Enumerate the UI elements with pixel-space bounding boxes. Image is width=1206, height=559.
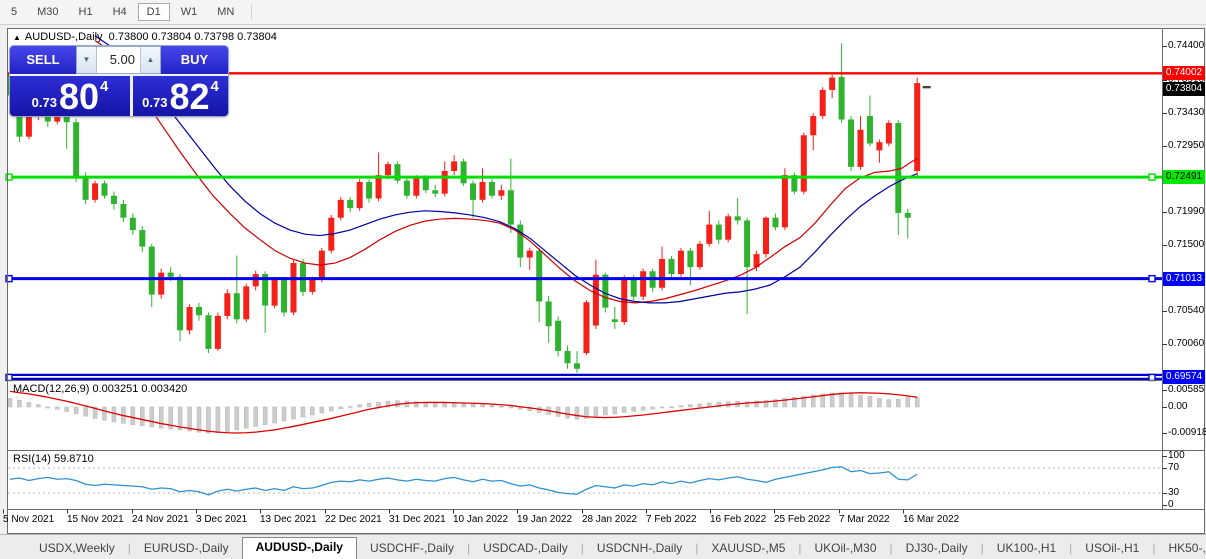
sell-price-prefix: 0.73 bbox=[31, 95, 57, 110]
date-tick-label: 10 Jan 2022 bbox=[453, 514, 509, 525]
date-tick-label: 31 Dec 2021 bbox=[389, 514, 446, 525]
symbol-tab-hk50-daily[interactable]: HK50-,Daily bbox=[1168, 541, 1206, 555]
date-tick-label: 5 Nov 2021 bbox=[3, 514, 55, 525]
timeframe-button-w1[interactable]: W1 bbox=[180, 6, 198, 18]
symbol-tab-usdchf-daily[interactable]: USDCHF-,Daily bbox=[369, 541, 454, 555]
date-tick-label: 16 Feb 2022 bbox=[710, 514, 767, 525]
symbol-tab-audusd-daily[interactable]: AUDUSD-,Daily bbox=[241, 537, 357, 559]
buy-price-prefix: 0.73 bbox=[142, 95, 168, 110]
chart-symbol-label: AUDUSD-,Daily bbox=[24, 31, 103, 43]
timeframe-button-5[interactable]: 5 bbox=[11, 6, 18, 18]
volume-input[interactable]: 5.00 bbox=[97, 47, 140, 73]
tab-separator: | bbox=[1069, 541, 1073, 555]
date-tick-label: 22 Dec 2021 bbox=[325, 514, 382, 525]
rsi-tick-label: 30 bbox=[1168, 487, 1180, 498]
rsi-value: 59.8710 bbox=[53, 453, 94, 465]
spinner-down-icon: ▼ bbox=[82, 55, 91, 64]
sell-button[interactable]: SELL bbox=[10, 46, 76, 74]
spinner-up-icon: ▲ bbox=[146, 55, 155, 64]
symbol-tab-usoil-h1[interactable]: USOil-,H1 bbox=[1085, 541, 1140, 555]
rsi-tick-label: 100 bbox=[1168, 450, 1185, 461]
tab-separator: | bbox=[1152, 541, 1156, 555]
timeframe-button-d1[interactable]: D1 bbox=[137, 3, 170, 21]
price-tick-label: 0.73430 bbox=[1168, 107, 1205, 118]
timeframe-button-h4[interactable]: H4 bbox=[112, 6, 127, 18]
timeframe-list: 5 M30 H1 H4 D1 W1 MN bbox=[0, 3, 243, 21]
tab-separator: | bbox=[889, 541, 893, 555]
tab-separator: | bbox=[127, 541, 131, 555]
macd-values: 0.003251 0.003420 bbox=[92, 383, 188, 395]
date-tick-label: 25 Feb 2022 bbox=[774, 514, 831, 525]
volume-increase-button[interactable]: ▲ bbox=[140, 47, 160, 73]
symbol-tabs: USDX,Weekly | EURUSD-,Daily AUDUSD-,Daily US… bbox=[26, 537, 1206, 559]
macd-tick-label: -0.00918 bbox=[1168, 427, 1206, 438]
tab-separator: | bbox=[695, 541, 699, 555]
rsi-tick-label: 0 bbox=[1168, 499, 1174, 510]
date-tick-label: 13 Dec 2021 bbox=[260, 514, 317, 525]
rsi-name: RSI(14) bbox=[13, 453, 51, 465]
price-tick-label: 0.70540 bbox=[1168, 305, 1205, 316]
symbol-tab-usdcnh-daily[interactable]: USDCNH-,Daily bbox=[596, 541, 683, 555]
date-tick-label: 24 Nov 2021 bbox=[132, 514, 189, 525]
macd-tick-label: 0.00 bbox=[1168, 401, 1188, 412]
symbol-tab-usdcad-daily[interactable]: USDCAD-,Daily bbox=[483, 541, 568, 555]
rsi-tick-label: 70 bbox=[1168, 462, 1180, 473]
sell-price-big: 80 bbox=[58, 76, 99, 117]
symbol-tab-bar: USDX,Weekly | EURUSD-,Daily AUDUSD-,Daily US… bbox=[0, 534, 1206, 559]
price-tick-label: 0.71500 bbox=[1168, 239, 1205, 250]
tab-separator: | bbox=[580, 541, 584, 555]
toolbar-divider bbox=[251, 4, 253, 20]
rsi-label: RSI(14) 59.8710 bbox=[13, 453, 94, 465]
price-level-chip: 0.72491 bbox=[1163, 170, 1205, 184]
buy-price-tile[interactable]: 0.73 82 4 bbox=[133, 76, 228, 116]
date-tick-label: 28 Jan 2022 bbox=[582, 514, 638, 525]
chart-title: ▲ AUDUSD-,Daily 0.73800 0.73804 0.73798 0… bbox=[13, 31, 277, 43]
buy-price-big: 82 bbox=[169, 76, 210, 117]
date-tick-label: 3 Dec 2021 bbox=[196, 514, 248, 525]
symbol-tab-eurusd-daily[interactable]: EURUSD-,Daily bbox=[143, 541, 229, 555]
timeframe-button-h1[interactable]: H1 bbox=[78, 6, 93, 18]
date-tick-label: 19 Jan 2022 bbox=[517, 514, 573, 525]
volume-spinner: ▼ 5.00 ▲ bbox=[76, 46, 161, 74]
macd-label: MACD(12,26,9) 0.003251 0.003420 bbox=[13, 383, 187, 395]
price-level-chip: 0.73804 bbox=[1163, 82, 1205, 96]
collapse-triangle-icon[interactable]: ▲ bbox=[13, 33, 21, 42]
date-tick-label: 7 Mar 2022 bbox=[839, 514, 890, 525]
buy-button[interactable]: BUY bbox=[161, 46, 228, 74]
timeframe-toolbar: 5 M30 H1 H4 D1 W1 MN bbox=[0, 0, 1206, 25]
timeframe-button-m30[interactable]: M30 bbox=[37, 6, 59, 18]
sell-price-tile[interactable]: 0.73 80 4 bbox=[10, 76, 133, 116]
price-tick-label: 0.71990 bbox=[1168, 206, 1205, 217]
symbol-tab-xauusd-m5[interactable]: XAUUSD-,M5 bbox=[711, 541, 786, 555]
timeframe-button-mn[interactable]: MN bbox=[217, 6, 235, 18]
one-click-trade-panel: SELL ▼ 5.00 ▲ BUY 0.73 80 4 0.73 82 4 bbox=[10, 46, 228, 116]
tab-separator: | bbox=[466, 541, 471, 555]
date-tick-label: 15 Nov 2021 bbox=[67, 514, 124, 525]
tab-separator: | bbox=[980, 541, 984, 555]
price-tick-label: 0.70060 bbox=[1168, 338, 1205, 349]
symbol-tab-dj30-daily[interactable]: DJ30-,Daily bbox=[905, 541, 968, 555]
symbol-tab-usdx-weekly[interactable]: USDX,Weekly bbox=[39, 541, 115, 555]
price-level-chip: 0.71013 bbox=[1163, 272, 1205, 286]
macd-tick-label: 0.00585 bbox=[1168, 384, 1205, 395]
price-tick-label: 0.74400 bbox=[1168, 40, 1205, 51]
buy-price-pip: 4 bbox=[210, 78, 219, 95]
price-level-chip: 0.69574 bbox=[1163, 370, 1205, 384]
symbol-tab-uk100-h1[interactable]: UK100-,H1 bbox=[996, 541, 1057, 555]
tab-separator: | bbox=[798, 541, 802, 555]
price-level-chip: 0.74002 bbox=[1163, 66, 1205, 80]
symbol-tab-ukoil-m30[interactable]: UKOil-,M30 bbox=[814, 541, 877, 555]
macd-name: MACD(12,26,9) bbox=[13, 383, 90, 395]
chart-ohlc-values: 0.73800 0.73804 0.73798 0.73804 bbox=[108, 31, 277, 43]
price-tick-label: 0.72950 bbox=[1168, 140, 1205, 151]
volume-decrease-button[interactable]: ▼ bbox=[77, 47, 97, 73]
sell-price-pip: 4 bbox=[100, 78, 109, 95]
date-tick-label: 7 Feb 2022 bbox=[646, 514, 697, 525]
date-tick-label: 16 Mar 2022 bbox=[903, 514, 960, 525]
